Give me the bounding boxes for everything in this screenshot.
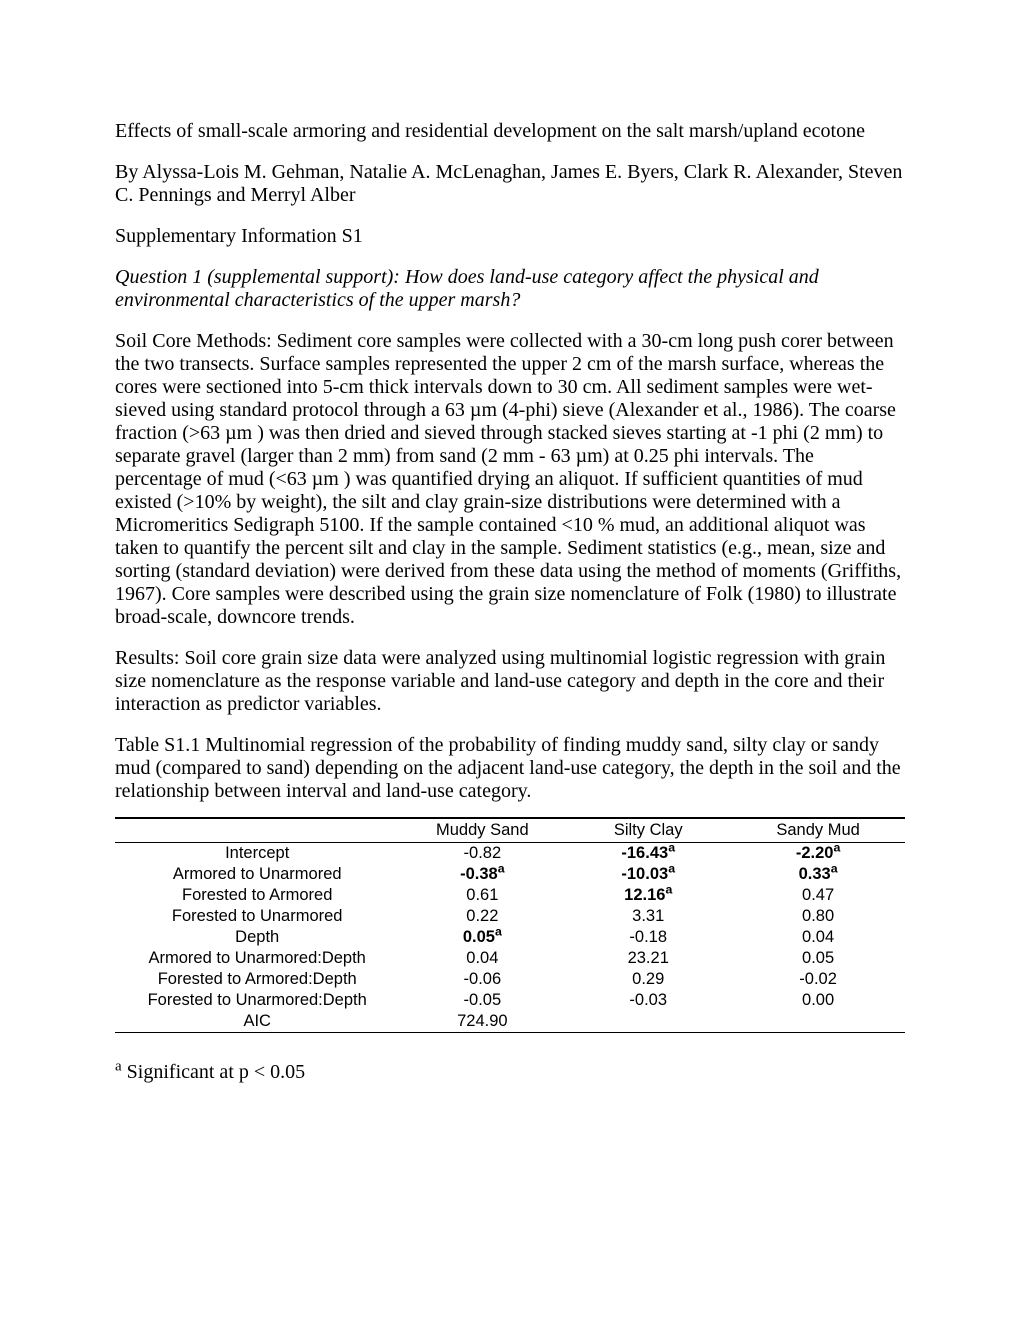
table-cell-value: 0.47 (731, 885, 905, 906)
document-page: Effects of small-scale armoring and resi… (0, 0, 1020, 1144)
significance-marker: a (665, 882, 672, 896)
table-cell-value: 0.33a (731, 864, 905, 885)
table-cell-value: 0.04 (399, 948, 565, 969)
table-cell-value: -2.20a (731, 842, 905, 863)
table-row: Armored to Unarmored:Depth0.0423.210.05 (115, 948, 905, 969)
table-cell-value: 3.31 (565, 906, 731, 927)
table-cell-label: Depth (115, 927, 399, 948)
table-body: Intercept-0.82-16.43a-2.20aArmored to Un… (115, 842, 905, 1032)
table-header-silty: Silty Clay (565, 818, 731, 842)
table-cell-value: 12.16a (565, 885, 731, 906)
table-cell-value: -16.43a (565, 842, 731, 863)
table-cell-value (731, 1011, 905, 1032)
significance-marker: a (831, 861, 838, 875)
table-cell-label: AIC (115, 1011, 399, 1032)
table-row: Armored to Unarmored-0.38a-10.03a0.33a (115, 864, 905, 885)
table-header-row: Muddy Sand Silty Clay Sandy Mud (115, 818, 905, 842)
results-paragraph: Results: Soil core grain size data were … (115, 647, 905, 716)
footnote-marker: a (115, 1058, 122, 1074)
table-cell-value: -0.03 (565, 990, 731, 1011)
supplement-heading: Supplementary Information S1 (115, 225, 905, 248)
table-cell-value: 0.80 (731, 906, 905, 927)
table-header-sandy: Sandy Mud (731, 818, 905, 842)
table-cell-value: 23.21 (565, 948, 731, 969)
document-title: Effects of small-scale armoring and resi… (115, 120, 905, 143)
table-cell-value: 0.05a (399, 927, 565, 948)
table-cell-value: -0.05 (399, 990, 565, 1011)
table-row: Forested to Unarmored0.223.310.80 (115, 906, 905, 927)
footnote-text: Significant at p < 0.05 (127, 1061, 305, 1083)
significance-marker: a (498, 861, 505, 875)
table-row: AIC724.90 (115, 1011, 905, 1032)
methods-paragraph: Soil Core Methods: Sediment core samples… (115, 330, 905, 629)
table-cell-value: 0.29 (565, 969, 731, 990)
significance-marker: a (833, 840, 840, 854)
table-cell-label: Forested to Armored:Depth (115, 969, 399, 990)
significance-marker: a (495, 924, 502, 938)
table-cell-value: -10.03a (565, 864, 731, 885)
table-row: Forested to Unarmored:Depth-0.05-0.030.0… (115, 990, 905, 1011)
table-header-blank (115, 818, 399, 842)
table-cell-value: -0.38a (399, 864, 565, 885)
significance-marker: a (668, 840, 675, 854)
table-caption: Table S1.1 Multinomial regression of the… (115, 734, 905, 803)
table-cell-label: Armored to Unarmored:Depth (115, 948, 399, 969)
document-authors: By Alyssa-Lois M. Gehman, Natalie A. McL… (115, 161, 905, 207)
table-cell-value: -0.06 (399, 969, 565, 990)
table-cell-value: 724.90 (399, 1011, 565, 1032)
question-heading: Question 1 (supplemental support): How d… (115, 266, 905, 312)
table-cell-label: Armored to Unarmored (115, 864, 399, 885)
table-row: Intercept-0.82-16.43a-2.20a (115, 842, 905, 863)
table-cell-value: 0.04 (731, 927, 905, 948)
table-cell-value: -0.02 (731, 969, 905, 990)
table-footnote: a Significant at p < 0.05 (115, 1061, 905, 1084)
table-cell-value: -0.82 (399, 842, 565, 863)
table-cell-label: Forested to Armored (115, 885, 399, 906)
table-cell-label: Intercept (115, 842, 399, 863)
table-cell-label: Forested to Unarmored (115, 906, 399, 927)
table-cell-value: -0.18 (565, 927, 731, 948)
table-cell-value: 0.22 (399, 906, 565, 927)
table-cell-value (565, 1011, 731, 1032)
table-header-muddy: Muddy Sand (399, 818, 565, 842)
table-row: Forested to Armored0.6112.16a0.47 (115, 885, 905, 906)
table-cell-value: 0.61 (399, 885, 565, 906)
table-cell-value: 0.05 (731, 948, 905, 969)
table-row: Forested to Armored:Depth-0.060.29-0.02 (115, 969, 905, 990)
significance-marker: a (668, 861, 675, 875)
table-row: Depth0.05a-0.180.04 (115, 927, 905, 948)
table-cell-value: 0.00 (731, 990, 905, 1011)
table-cell-label: Forested to Unarmored:Depth (115, 990, 399, 1011)
regression-table: Muddy Sand Silty Clay Sandy Mud Intercep… (115, 817, 905, 1033)
